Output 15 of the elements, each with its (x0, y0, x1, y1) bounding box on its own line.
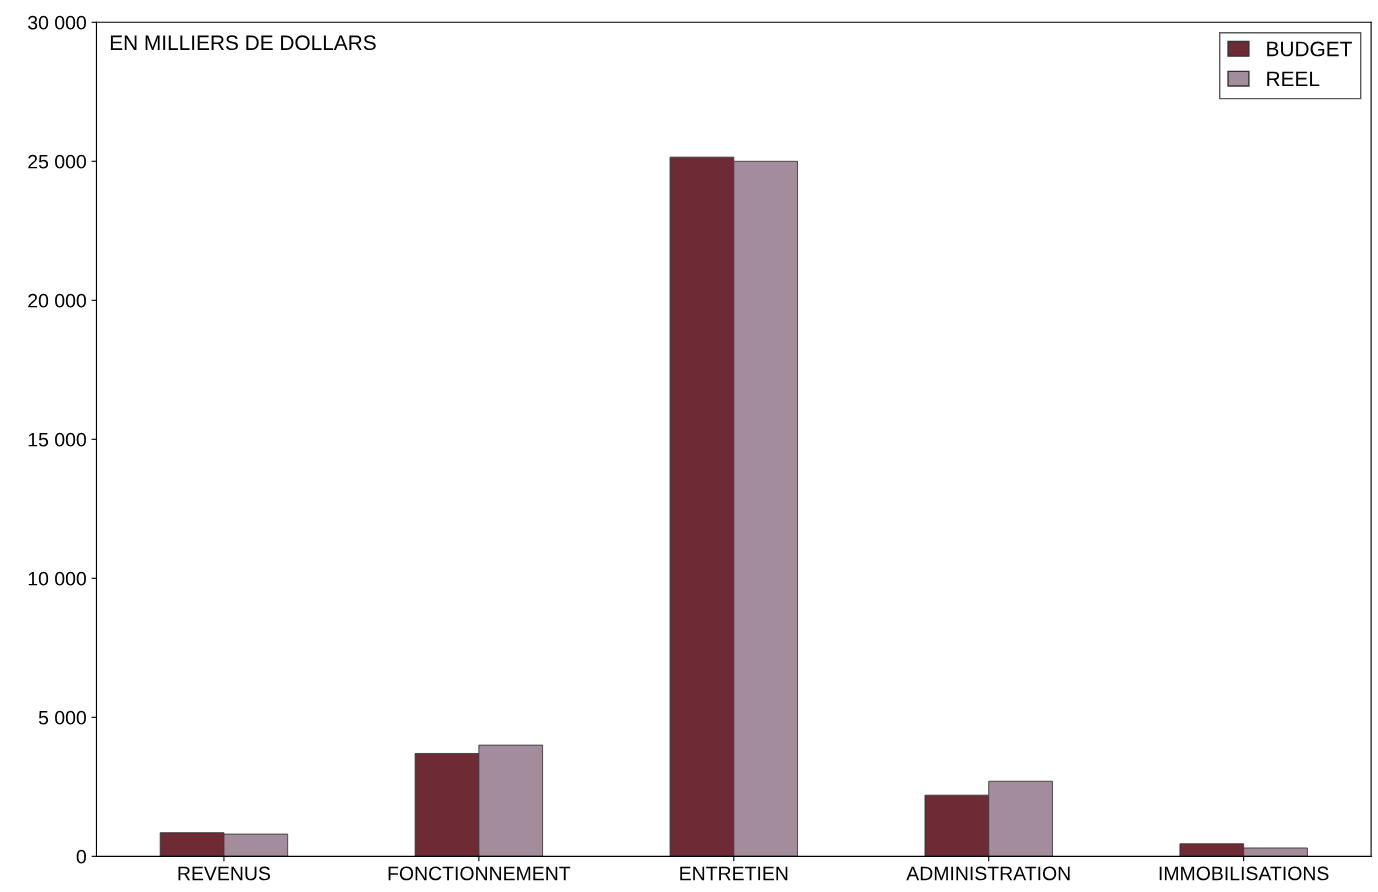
y-tick-label: 5 000 (38, 710, 86, 725)
x-tick-label: REVENUS (178, 866, 271, 881)
legend-label: REEL (1267, 71, 1320, 86)
y-tick-label: 20 000 (28, 293, 86, 308)
y-tick-label: 15 000 (28, 432, 86, 447)
y-tick-label: 30 000 (28, 15, 86, 30)
legend-label: BUDGET (1267, 41, 1352, 57)
annotation: EN MILLIERS DE DOLLARS (110, 35, 376, 51)
y-tick-label: 10 000 (28, 571, 86, 586)
x-tick-label: ENTRETIEN (680, 866, 788, 881)
x-tick-label: FONCTIONNEMENT (388, 866, 571, 881)
x-tick-label: ADMINISTRATION (906, 866, 1070, 881)
y-tick-label: 25 000 (28, 154, 86, 169)
x-tick-label: IMMOBILISATIONS (1159, 866, 1329, 881)
y-tick-label: 0 (76, 849, 86, 864)
